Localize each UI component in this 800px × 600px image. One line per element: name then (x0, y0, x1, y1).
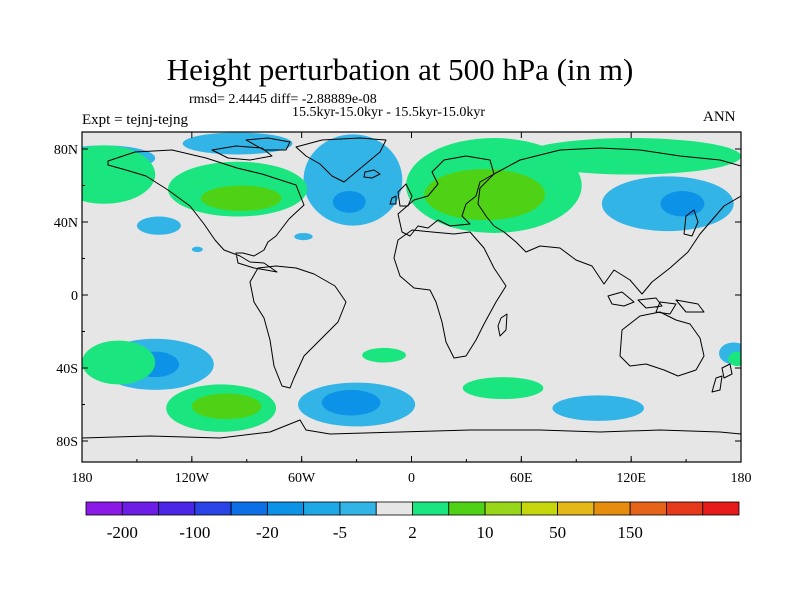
contour-region-10 (424, 169, 546, 221)
coastline-europe (397, 155, 495, 237)
colorbar-swatch (702, 501, 740, 516)
colorbar-label: 2 (408, 523, 417, 542)
contour-region--20 (332, 190, 366, 213)
coastline-greenland (295, 137, 387, 183)
colorbar-swatch (339, 501, 377, 516)
contour-region--5 (552, 395, 644, 421)
colorbar-labels: -200 -100 -20 -5 2 10 50 150 (107, 523, 643, 542)
colorbar-swatch (375, 501, 413, 516)
colorbar-swatch (412, 501, 450, 516)
longitude-tick-labels: 180 120W 60W 0 60E 120E 180 (72, 471, 752, 486)
period-text: 15.5kyr-15.0kyr - 15.5kyr-15.0kyr (292, 105, 486, 120)
lon-tick-label: 60W (288, 471, 316, 486)
colorbar-swatch (194, 501, 232, 516)
colorbar-swatch (158, 501, 196, 516)
season-label: ANN (703, 109, 736, 125)
rmsd-diff-text: rmsd= 2.4445 diff= -2.88889e-08 (189, 92, 377, 107)
coastline-new-zealand (711, 363, 733, 393)
coastline-australia (619, 311, 705, 377)
colorbar-swatch (484, 501, 522, 516)
colorbar-swatch (85, 501, 123, 516)
latitude-tick-labels: 80N 40N 0 40S 80S (54, 143, 78, 450)
contour-region--5 (182, 132, 293, 155)
contour-region-2 (728, 351, 741, 367)
contour-region-2 (462, 377, 544, 400)
coastline-arctic-islands (211, 137, 291, 161)
colorbar-swatch (266, 501, 305, 516)
colorbar-label: -20 (256, 523, 279, 542)
colorbar-label: 150 (617, 523, 643, 542)
colorbar-swatch (520, 501, 559, 516)
colorbar-label: 50 (549, 523, 566, 542)
contour-region--20 (321, 389, 381, 416)
coastline-south-america (249, 265, 347, 389)
colorbar-swatch (593, 501, 631, 516)
colorbar-swatch (629, 501, 667, 516)
colorbar-swatches (85, 501, 740, 516)
contour-region-2 (82, 145, 156, 204)
colorbar-swatch (448, 501, 486, 516)
contour-region-10 (200, 185, 282, 212)
coastline-iceland (363, 169, 381, 179)
lat-tick-label: 80S (56, 435, 78, 450)
contour-region-2 (362, 347, 407, 363)
colorbar-swatch (121, 501, 159, 516)
contour-region-10 (191, 393, 262, 420)
coastlines (82, 137, 741, 439)
axis-tick-marks (81, 132, 742, 462)
lat-tick-label: 0 (71, 289, 78, 304)
colorbar-swatch (666, 501, 704, 516)
map-panel: 80N 40N 0 40S 80S 180 120W 60W 0 60E 120E 180 (54, 131, 752, 486)
map-title: Height perturbation at 500 hPa (in m) (166, 52, 634, 87)
colorbar-swatch (557, 501, 595, 516)
coastline-africa (393, 229, 507, 359)
contour-region-2 (82, 340, 156, 385)
colorbar: -200 -100 -20 -5 2 10 50 150 (85, 501, 740, 542)
lon-tick-label: 180 (72, 471, 93, 486)
experiment-label: Expt = tejnj-tejng (82, 112, 188, 128)
coastline-british-isles (389, 183, 413, 207)
colorbar-label: -200 (107, 523, 138, 542)
contour-region--5 (136, 216, 181, 235)
colorbar-label: 10 (477, 523, 494, 542)
coastline-madagascar (497, 313, 508, 337)
lon-tick-label: 120E (616, 471, 646, 486)
lat-tick-label: 80N (54, 143, 78, 158)
colorbar-label: -5 (333, 523, 347, 542)
contour-region-2 (521, 138, 741, 175)
lon-tick-label: 120W (175, 471, 210, 486)
lon-tick-label: 0 (408, 471, 415, 486)
coastline-japan (683, 209, 699, 237)
coastline-asia (477, 147, 741, 295)
lon-tick-label: 60E (510, 471, 533, 486)
lat-tick-label: 40S (56, 362, 78, 377)
coastline-indonesia (607, 291, 705, 315)
contour-region--5 (294, 232, 313, 241)
coastline-antarctica (82, 419, 741, 439)
coastline-north-america (107, 149, 305, 273)
colorbar-swatch (303, 501, 341, 516)
colorbar-label: -100 (179, 523, 210, 542)
lon-tick-label: 180 (731, 471, 752, 486)
lat-tick-label: 40N (54, 216, 78, 231)
contour-region--20 (660, 190, 705, 217)
contour-region--5 (191, 246, 203, 253)
colorbar-swatch (230, 501, 268, 516)
contour-region--5 (303, 134, 403, 226)
